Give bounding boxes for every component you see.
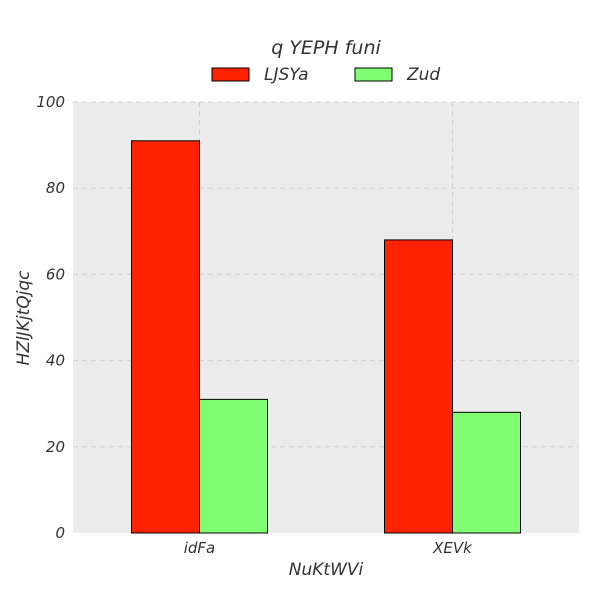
bar [452, 411, 521, 534]
y-axis-ticks: 0 20 40 60 80 100 [36, 93, 65, 542]
legend-swatch [211, 67, 250, 82]
y-tick-label: 60 [46, 265, 65, 283]
y-tick-label: 40 [46, 352, 65, 370]
legend-swatch [354, 67, 393, 82]
chart-title: q YEPH funi [271, 37, 381, 59]
x-tick-label: idFa [184, 539, 216, 557]
y-tick-label: 100 [36, 93, 65, 111]
y-tick-label: 80 [46, 179, 65, 197]
bars [131, 140, 521, 534]
bar [131, 140, 200, 534]
legend-label: Zud [406, 65, 440, 85]
legend-label: LJSYa [264, 65, 309, 85]
legend-item: Zud [354, 65, 440, 85]
y-tick-label: 0 [55, 524, 65, 542]
legend-item: LJSYa [211, 65, 309, 85]
bar [384, 239, 453, 534]
y-tick-label: 20 [46, 438, 65, 456]
bar [199, 398, 268, 534]
y-axis-label: HZlJKjtQjqc [14, 270, 34, 366]
x-tick-label: XEVk [432, 539, 473, 557]
x-axis-ticks: idFa XEVk [184, 539, 473, 557]
x-axis-label: NuKtWVi [289, 560, 364, 580]
legend: LJSYa Zud [211, 65, 440, 85]
